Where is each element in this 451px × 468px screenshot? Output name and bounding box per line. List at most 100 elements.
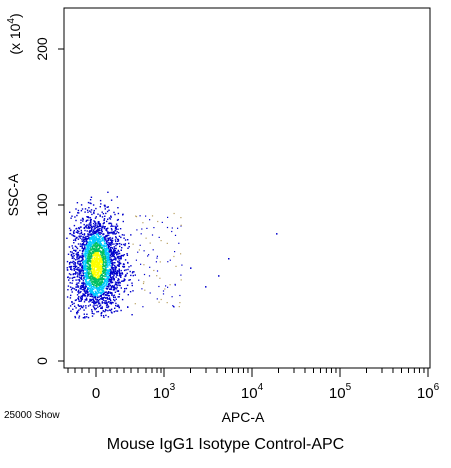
data-point xyxy=(85,274,87,277)
data-point xyxy=(85,278,88,280)
data-point xyxy=(76,311,78,314)
data-point xyxy=(78,273,80,275)
data-point xyxy=(99,238,101,240)
data-point xyxy=(66,296,69,298)
data-point xyxy=(107,206,109,208)
data-point xyxy=(95,274,97,276)
data-point xyxy=(91,285,93,288)
data-point xyxy=(83,278,85,280)
data-point xyxy=(84,294,86,297)
data-point xyxy=(106,229,108,231)
data-point xyxy=(106,210,109,213)
data-point xyxy=(104,248,107,250)
data-point xyxy=(112,287,115,289)
data-point xyxy=(218,275,220,277)
data-point xyxy=(110,292,112,294)
data-point xyxy=(93,228,95,230)
data-point xyxy=(91,228,93,230)
data-point xyxy=(114,291,117,293)
data-point xyxy=(107,239,110,242)
data-point xyxy=(80,255,82,257)
data-point xyxy=(80,300,82,302)
data-point xyxy=(81,240,84,242)
data-point xyxy=(102,249,105,251)
data-point xyxy=(82,267,84,269)
data-point xyxy=(85,307,87,309)
data-point xyxy=(83,247,85,250)
data-point xyxy=(142,222,144,224)
data-point xyxy=(100,314,102,317)
data-point xyxy=(181,264,183,266)
data-point xyxy=(89,264,91,266)
data-point xyxy=(110,311,113,313)
data-point xyxy=(126,272,128,275)
data-point xyxy=(107,264,110,266)
data-point xyxy=(102,270,104,272)
data-point xyxy=(80,276,83,278)
data-point xyxy=(75,249,77,252)
y-tick-label-100: 100 xyxy=(34,193,50,217)
data-point xyxy=(66,267,68,269)
data-point xyxy=(105,300,107,302)
data-point xyxy=(180,224,182,226)
data-point xyxy=(115,302,117,305)
data-point xyxy=(66,269,69,271)
data-point xyxy=(173,305,175,308)
data-point xyxy=(112,233,114,235)
data-point xyxy=(108,286,110,288)
data-point xyxy=(105,228,107,230)
data-point xyxy=(101,311,103,314)
data-point xyxy=(89,243,92,246)
data-point xyxy=(92,288,95,290)
data-point xyxy=(110,308,113,310)
data-point xyxy=(100,267,103,270)
data-point xyxy=(97,276,100,278)
data-point xyxy=(98,287,100,289)
data-point xyxy=(178,242,180,244)
data-point xyxy=(87,234,90,236)
data-point xyxy=(78,280,81,282)
data-point xyxy=(69,282,71,284)
data-point xyxy=(143,273,146,276)
data-point xyxy=(92,283,94,285)
data-point xyxy=(105,266,108,268)
data-point xyxy=(99,206,101,208)
data-point xyxy=(73,265,76,268)
data-point xyxy=(124,288,126,290)
data-point xyxy=(98,229,101,232)
data-point xyxy=(112,286,114,288)
data-point xyxy=(95,222,97,225)
data-point xyxy=(80,219,82,221)
data-point xyxy=(97,222,99,225)
data-point xyxy=(75,289,77,291)
data-point xyxy=(85,257,87,259)
data-point xyxy=(118,271,121,273)
data-point xyxy=(87,268,89,271)
data-point xyxy=(105,261,107,264)
data-point xyxy=(81,246,84,249)
data-point xyxy=(118,268,120,271)
data-point xyxy=(91,273,94,275)
data-point xyxy=(110,280,112,282)
data-point xyxy=(107,270,110,272)
data-point xyxy=(75,279,77,281)
data-point xyxy=(75,228,77,230)
data-point xyxy=(162,290,165,292)
data-point xyxy=(95,258,97,260)
data-point xyxy=(99,251,102,253)
data-point xyxy=(83,265,85,267)
data-point xyxy=(95,263,97,266)
data-point xyxy=(83,260,85,262)
data-point xyxy=(117,261,119,263)
data-point xyxy=(83,248,85,251)
data-point xyxy=(106,276,108,278)
data-point xyxy=(118,278,120,281)
data-point xyxy=(75,307,77,309)
data-point xyxy=(119,275,121,277)
data-point xyxy=(106,248,109,250)
data-point xyxy=(103,221,105,224)
data-point xyxy=(105,263,108,265)
data-point xyxy=(122,255,124,257)
data-point xyxy=(91,277,93,279)
data-point xyxy=(97,259,100,261)
